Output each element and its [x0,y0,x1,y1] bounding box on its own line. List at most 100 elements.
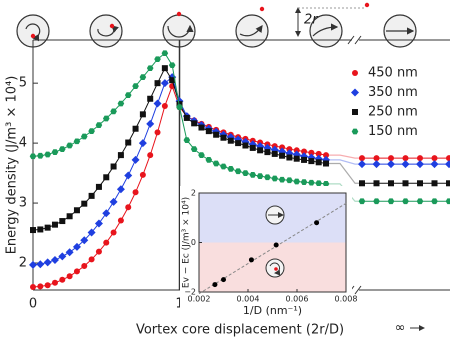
marker [66,142,73,149]
marker [117,152,124,159]
marker [387,160,395,169]
marker [286,177,293,184]
marker [183,137,191,143]
marker [431,198,438,205]
marker [36,260,45,269]
marker [80,236,89,245]
marker [146,65,154,72]
marker [431,180,438,187]
marker [445,198,450,205]
legend-marker [351,88,359,97]
marker [300,179,308,185]
marker [242,142,249,149]
marker [103,239,110,246]
marker [44,282,51,289]
marker [81,263,88,270]
legend-label: 350 nm [368,85,418,100]
marker [279,152,286,159]
marker [278,176,286,183]
marker [271,175,279,182]
marker [402,155,409,162]
marker [388,155,394,162]
marker [205,157,213,163]
marker [73,268,80,275]
marker [286,154,293,161]
inset-y-label: Ev − Ec (J/m³ × 10⁴) [182,197,192,288]
marker [66,213,73,220]
marker [161,65,168,72]
marker [103,174,110,181]
marker [59,276,66,283]
marker [132,189,139,196]
marker [87,228,96,237]
marker [227,166,235,172]
marker [30,284,36,291]
marker [109,197,118,206]
marker [373,155,380,162]
marker [446,155,450,162]
marker [308,179,315,186]
marker [139,171,146,178]
infinity-connector [326,154,362,159]
marker [153,99,162,108]
marker [147,152,154,159]
marker [117,217,124,224]
y-tick-label: 3 [19,196,27,211]
marker [191,120,198,127]
marker [110,108,117,115]
marker [72,242,81,251]
marker [431,155,438,162]
marker [308,158,315,165]
marker [315,150,322,157]
marker [249,172,257,178]
marker [212,160,220,167]
marker [430,160,439,169]
marker [58,252,67,261]
marker [235,140,242,147]
core-dots [30,2,370,39]
marker [213,131,220,138]
marker [315,159,322,166]
marker [95,122,103,128]
marker [43,258,52,267]
inset-x-tick-label: 0.006 [286,295,309,304]
marker [44,151,51,158]
marker [59,146,66,152]
marker [161,102,168,109]
marker [176,104,183,111]
y-axis-label: Energy density (J/m³ × 10⁴) [5,76,20,255]
marker [51,221,58,228]
marker [124,171,133,180]
inset-y-tick-label: 2 [191,189,196,198]
marker [95,248,102,255]
2r-annotation [295,7,365,37]
marker [249,144,256,151]
inset-icon-dot [274,267,278,271]
marker [205,128,212,135]
marker [402,198,409,205]
marker [402,180,409,187]
infinity-label: ∞ [395,321,406,336]
marker [51,149,59,155]
y-tick-label: 4 [19,136,27,151]
marker [125,139,132,146]
marker [147,95,154,102]
marker [65,248,74,257]
marker [401,160,410,169]
marker [387,198,395,205]
marker [293,155,300,162]
marker [220,163,227,170]
marker [139,74,147,81]
legend-label: 150 nm [368,124,418,139]
marker [29,153,37,160]
marker [88,192,95,199]
marker [95,183,102,190]
marker [146,119,155,128]
marker [138,139,147,148]
marker [388,180,394,187]
marker [169,77,176,84]
marker [50,256,59,265]
marker [110,163,117,170]
marker [154,80,161,87]
marker [323,160,330,167]
